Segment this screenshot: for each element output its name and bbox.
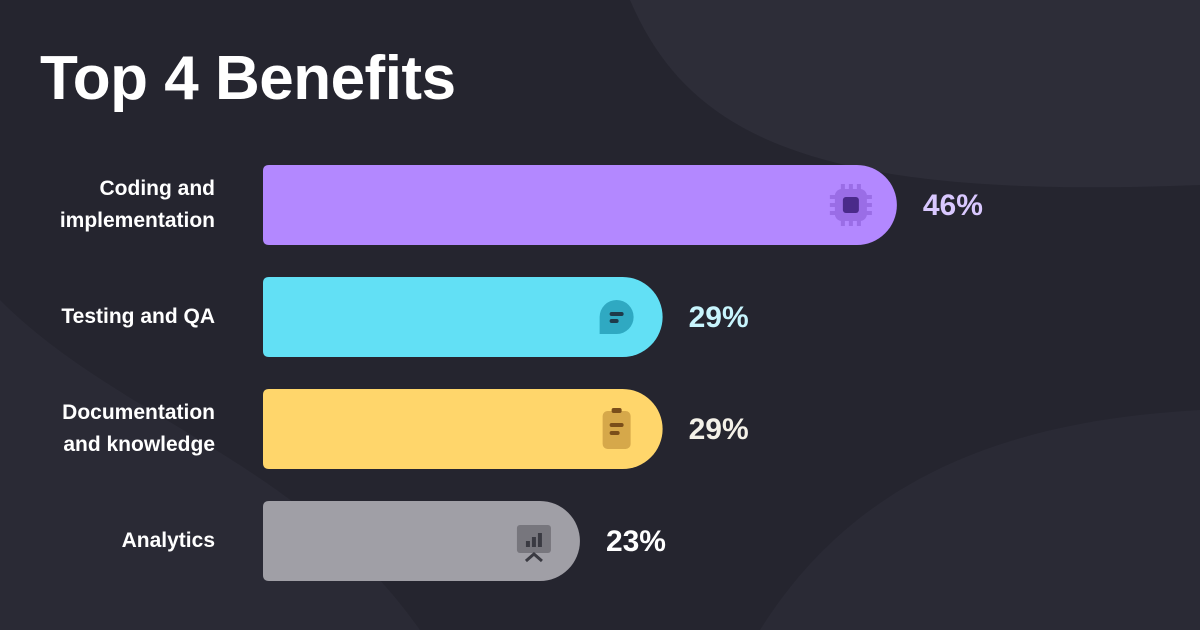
icon-shape bbox=[848, 184, 853, 190]
icon-shape bbox=[856, 220, 861, 226]
icon-shape bbox=[531, 537, 536, 547]
icon-shape bbox=[865, 203, 872, 207]
bar-icon bbox=[599, 300, 634, 334]
chart-title: Top 4 Benefits bbox=[40, 44, 456, 113]
icon-shape bbox=[611, 408, 622, 413]
icon-shape bbox=[829, 211, 836, 215]
value-label: 29% bbox=[689, 413, 749, 446]
category-label: Documentation and knowledge bbox=[62, 401, 215, 456]
icon-shape bbox=[856, 184, 861, 190]
bar-icon bbox=[516, 525, 551, 563]
value-label: 46% bbox=[923, 189, 983, 222]
icon-shape bbox=[524, 552, 543, 563]
category-label: Testing and QA bbox=[61, 305, 215, 328]
bar bbox=[263, 389, 663, 469]
value-label: 23% bbox=[606, 525, 666, 558]
icon-shape bbox=[840, 220, 845, 226]
bar bbox=[263, 501, 580, 581]
icon-shape bbox=[609, 423, 624, 427]
value-label: 29% bbox=[689, 301, 749, 334]
category-label: Analytics bbox=[121, 529, 215, 552]
bar-icon bbox=[829, 184, 872, 226]
icon-shape bbox=[609, 319, 619, 323]
icon-shape bbox=[609, 431, 620, 435]
icon-shape bbox=[599, 300, 634, 334]
icon-shape bbox=[865, 211, 872, 215]
icon-shape bbox=[609, 312, 624, 316]
icon-shape bbox=[865, 195, 872, 199]
icon-shape bbox=[840, 184, 845, 190]
bar bbox=[263, 277, 663, 357]
icon-shape bbox=[602, 411, 631, 449]
icon-shape bbox=[829, 195, 836, 199]
icon-shape bbox=[537, 533, 542, 547]
bar-icon bbox=[602, 408, 631, 449]
icon-shape bbox=[525, 541, 530, 547]
icon-shape bbox=[829, 203, 836, 207]
bar bbox=[263, 165, 897, 245]
bg-shape bbox=[760, 410, 1200, 630]
icon-shape bbox=[848, 220, 853, 226]
category-label: Coding and implementation bbox=[59, 177, 215, 232]
bg-shape bbox=[630, 0, 1200, 188]
icon-shape bbox=[842, 197, 859, 213]
